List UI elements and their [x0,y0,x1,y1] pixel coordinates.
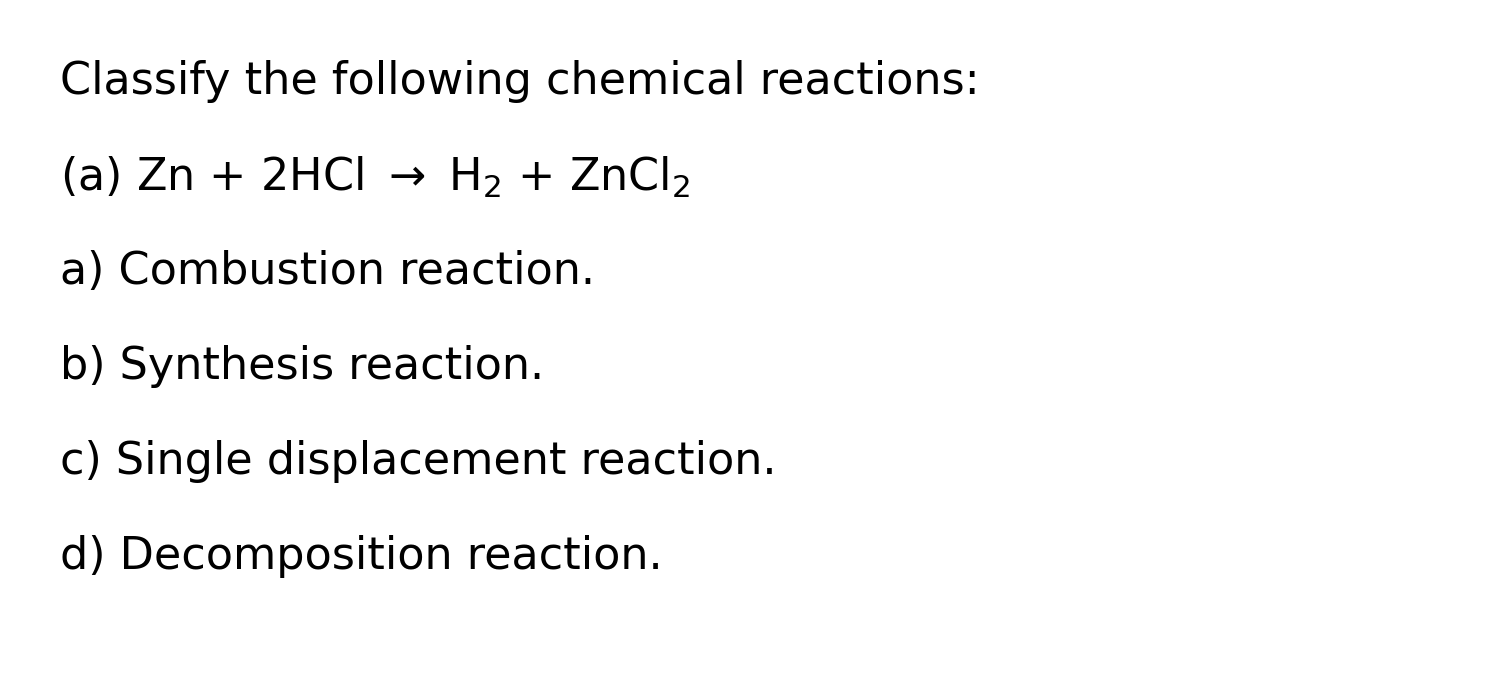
Text: (a) Zn + 2HCl $\rightarrow$ H$_2$ + ZnCl$_2$: (a) Zn + 2HCl $\rightarrow$ H$_2$ + ZnCl… [60,155,690,200]
Text: Classify the following chemical reactions:: Classify the following chemical reaction… [60,60,980,103]
Text: b) Synthesis reaction.: b) Synthesis reaction. [60,345,544,388]
Text: c) Single displacement reaction.: c) Single displacement reaction. [60,440,777,483]
Text: d) Decomposition reaction.: d) Decomposition reaction. [60,535,663,578]
Text: a) Combustion reaction.: a) Combustion reaction. [60,250,596,293]
